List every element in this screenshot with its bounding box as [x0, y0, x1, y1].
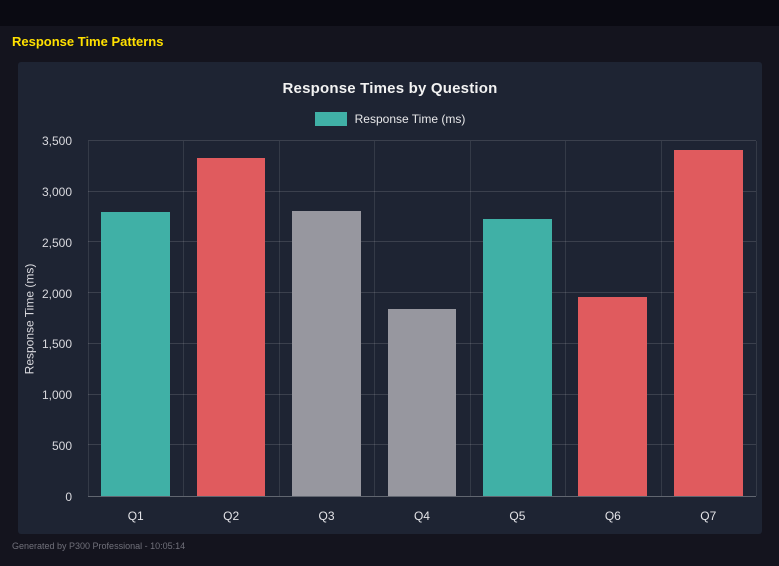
y-tick-label: 1,500 — [41, 337, 72, 352]
y-tick-label: 0 — [65, 490, 72, 504]
top-bar — [0, 0, 779, 26]
v-gridline — [756, 141, 757, 496]
bar-slot — [88, 141, 183, 496]
bar-Q5[interactable] — [483, 219, 552, 496]
chart-panel: Response Times by Question Response Time… — [18, 62, 762, 534]
bar-slot — [279, 141, 374, 496]
v-gridline — [565, 141, 567, 496]
h-gridline — [88, 140, 756, 141]
x-tick-label-Q1: Q1 — [127, 509, 144, 523]
bar-Q7[interactable] — [673, 150, 743, 496]
bars-container — [88, 141, 756, 496]
y-tick-label: 2,000 — [41, 286, 72, 301]
footer-text: Generated by P300 Professional - 10:05:1… — [12, 541, 186, 551]
y-tick-label: 3,000 — [41, 184, 72, 199]
v-gridline — [278, 141, 280, 496]
y-tick-label: 2,500 — [41, 235, 72, 250]
bar-Q4[interactable] — [387, 309, 457, 496]
chart-title: Response Times by Question — [282, 80, 498, 97]
bar-Q1[interactable] — [101, 212, 171, 496]
h-gridline — [88, 190, 756, 192]
bar-slot — [374, 141, 469, 496]
bar-slot — [183, 141, 278, 496]
y-tick-label: 1,000 — [41, 388, 72, 403]
chart-legend[interactable]: Response Time (ms) — [18, 112, 762, 126]
bar-Q3[interactable] — [292, 211, 361, 496]
v-gridline — [660, 141, 662, 496]
bar-slot — [470, 141, 565, 496]
bar-Q6[interactable] — [578, 297, 648, 496]
bar-slot — [565, 141, 660, 496]
x-tick-label-Q5: Q5 — [509, 509, 526, 523]
x-tick-label-Q6: Q6 — [604, 509, 621, 523]
x-axis-labels: Q1 Q2 Q3 Q4 Q5 Q6 Q7 — [88, 509, 756, 523]
v-gridline — [469, 141, 471, 496]
x-tick-label-Q2: Q2 — [223, 509, 240, 523]
legend-swatch — [314, 112, 347, 126]
page-title: Response Time Patterns — [12, 34, 164, 49]
v-gridline — [88, 141, 89, 496]
plot-area — [88, 140, 757, 497]
y-axis-ticks: 0 500 1,000 1,500 2,000 2,500 3,000 3,500 — [18, 134, 80, 504]
y-tick-label: 500 — [51, 439, 72, 454]
h-gridline — [88, 241, 756, 243]
x-tick-label-Q7: Q7 — [700, 509, 717, 523]
x-tick-label-Q4: Q4 — [413, 509, 430, 523]
x-tick-label-Q3: Q3 — [318, 509, 335, 523]
v-gridline — [183, 141, 185, 496]
h-gridline — [88, 292, 756, 294]
y-tick-label: 3,500 — [41, 134, 72, 148]
legend-label: Response Time (ms) — [354, 112, 466, 126]
v-gridline — [374, 141, 376, 496]
bar-slot — [661, 141, 756, 496]
bar-Q2[interactable] — [196, 158, 266, 496]
